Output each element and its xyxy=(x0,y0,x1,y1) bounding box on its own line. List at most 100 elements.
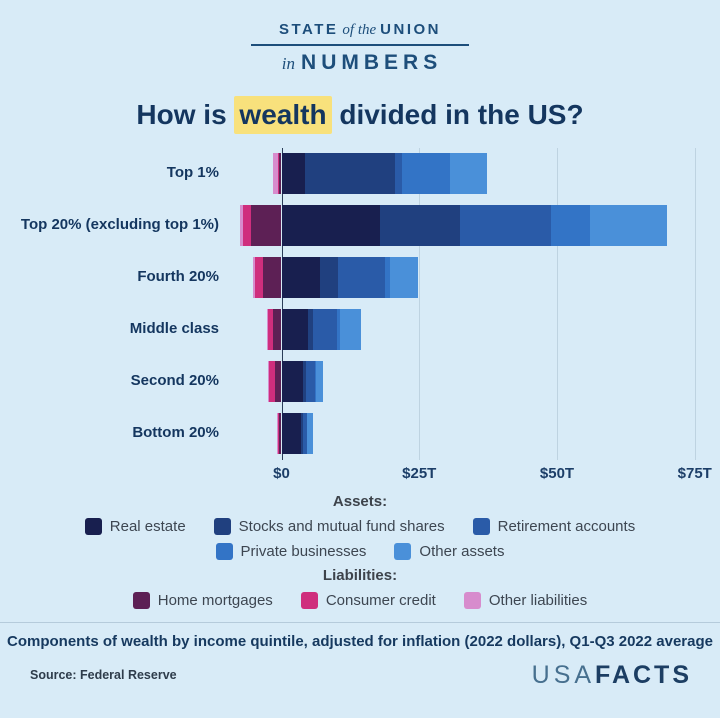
header-word-union: UNION xyxy=(380,21,442,38)
gridline-25t xyxy=(419,147,421,460)
x-tick-label: $25T xyxy=(402,464,437,482)
segment-home-mortgages xyxy=(262,257,282,298)
segment-retirement-accounts xyxy=(395,153,403,194)
logo-facts-text: FACTS xyxy=(595,660,692,689)
segment-other-liabilities xyxy=(276,413,278,454)
legend-liabilities-header: Liabilities: xyxy=(322,566,398,584)
segment-other-assets xyxy=(339,309,362,350)
page-title: How is wealth divided in the US? xyxy=(0,95,720,134)
publication-title-line2: in NUMBERS xyxy=(0,51,720,75)
legend-label: Consumer credit xyxy=(325,591,436,609)
segment-home-mortgages xyxy=(278,153,282,194)
segment-stocks-and-mutual-fund-shares xyxy=(302,361,306,402)
segment-home-mortgages xyxy=(272,309,282,350)
legend-label: Stocks and mutual fund shares xyxy=(238,517,445,535)
title-prefix: How is xyxy=(136,98,227,130)
segment-other-liabilities xyxy=(267,309,269,350)
legend-item-other-liabilities: Other liabilities xyxy=(463,591,588,609)
bar-area xyxy=(232,361,720,402)
usafacts-logo: USAFACTS xyxy=(532,661,692,690)
header-word-numbers: NUMBERS xyxy=(301,50,443,74)
segment-retirement-accounts xyxy=(302,413,307,454)
legend-label: Retirement accounts xyxy=(497,517,636,535)
row-label: Second 20% xyxy=(130,372,219,390)
row-label: Fourth 20% xyxy=(137,268,219,286)
segment-home-mortgages xyxy=(279,413,282,454)
segment-private-businesses xyxy=(336,309,340,350)
header-divider-line xyxy=(251,44,469,46)
row-label: Middle class xyxy=(129,320,219,338)
bar-area xyxy=(232,153,720,194)
legend-swatch xyxy=(463,591,481,609)
legend-item-private-businesses: Private businesses xyxy=(215,542,366,560)
chart-row-4: Middle class xyxy=(0,304,720,356)
legend-label: Home mortgages xyxy=(157,591,273,609)
segment-other-liabilities xyxy=(240,205,244,246)
bar-area xyxy=(232,413,720,454)
publication-title-line1: STATE of the UNION xyxy=(0,21,720,39)
legend-swatch xyxy=(215,542,233,560)
segment-consumer-credit xyxy=(268,309,273,350)
segment-consumer-credit xyxy=(278,153,279,194)
x-tick-label: $50T xyxy=(539,464,575,482)
segment-other-liabilities xyxy=(252,257,256,298)
row-label: Top 1% xyxy=(166,164,219,182)
wealth-chart: Top 1% Top 20% (excluding top 1%) Fourth 2… xyxy=(0,147,720,486)
legend-item-stocks-and-mutual-fund-shares: Stocks and mutual fund shares xyxy=(213,517,445,535)
zero-axis-line xyxy=(281,147,283,460)
segment-real-estate xyxy=(281,205,381,246)
row-label: Bottom 20% xyxy=(132,424,219,442)
legend-label: Other liabilities xyxy=(488,591,588,609)
x-axis: $0 $25T $50T $75T xyxy=(0,460,720,486)
segment-real-estate xyxy=(281,361,303,402)
bar-area xyxy=(232,257,720,298)
publication-header: STATE of the UNION in NUMBERS xyxy=(0,0,720,75)
legend-item-consumer-credit: Consumer credit xyxy=(300,591,436,609)
chart-caption: Components of wealth by income quintile,… xyxy=(7,632,713,650)
legend-item-real-estate: Real estate xyxy=(84,517,186,535)
segment-private-businesses xyxy=(315,361,317,402)
segment-stocks-and-mutual-fund-shares xyxy=(308,309,314,350)
bar-area xyxy=(232,309,720,350)
segment-real-estate xyxy=(281,309,309,350)
segment-retirement-accounts xyxy=(305,361,316,402)
title-suffix: divided in the US? xyxy=(339,98,584,130)
chart-row-3: Fourth 20% xyxy=(0,252,720,304)
segment-retirement-accounts xyxy=(460,205,551,246)
x-tick-label: $0 xyxy=(273,464,290,482)
segment-home-mortgages xyxy=(250,205,282,246)
legend-item-home-mortgages: Home mortgages xyxy=(132,591,273,609)
segment-home-mortgages xyxy=(274,361,282,402)
segment-private-businesses xyxy=(385,257,391,298)
segment-other-assets xyxy=(390,257,419,298)
legend-swatch xyxy=(394,542,412,560)
header-word-in: in xyxy=(281,53,296,73)
segment-other-assets xyxy=(307,413,313,454)
segment-stocks-and-mutual-fund-shares xyxy=(304,153,395,194)
chart-legend: Assets: Real estate Stocks and mutual fun… xyxy=(0,493,720,609)
segment-other-liabilities xyxy=(273,153,279,194)
segment-private-businesses xyxy=(550,205,591,246)
legend-swatch xyxy=(300,591,318,609)
chart-plot-area: Top 1% Top 20% (excluding top 1%) Fourth 2… xyxy=(0,147,720,460)
segment-stocks-and-mutual-fund-shares xyxy=(301,413,303,454)
title-highlighted-word: wealth xyxy=(234,95,332,134)
legend-label: Real estate xyxy=(109,517,186,535)
chart-row-2: Top 20% (excluding top 1%) xyxy=(0,200,720,252)
chart-row-6: Bottom 20% xyxy=(0,408,720,460)
legend-assets-row-1: Real estate Stocks and mutual fund shares… xyxy=(0,517,720,535)
segment-real-estate xyxy=(281,257,321,298)
segment-consumer-credit xyxy=(277,413,280,454)
segment-other-assets xyxy=(316,361,324,402)
legend-item-retirement-accounts: Retirement accounts xyxy=(472,517,636,535)
legend-liabilities-row: Home mortgages Consumer credit Other liabi… xyxy=(0,591,720,609)
segment-private-businesses xyxy=(402,153,451,194)
footer-bottom-row: Source: Federal Reserve USAFACTS xyxy=(0,661,720,690)
segment-retirement-accounts xyxy=(338,257,386,298)
segment-retirement-accounts xyxy=(313,309,337,350)
segment-other-assets xyxy=(590,205,668,246)
bar-area xyxy=(232,205,720,246)
logo-usa-text: USA xyxy=(531,660,596,689)
source-attribution: Source: Federal Reserve xyxy=(30,668,177,682)
